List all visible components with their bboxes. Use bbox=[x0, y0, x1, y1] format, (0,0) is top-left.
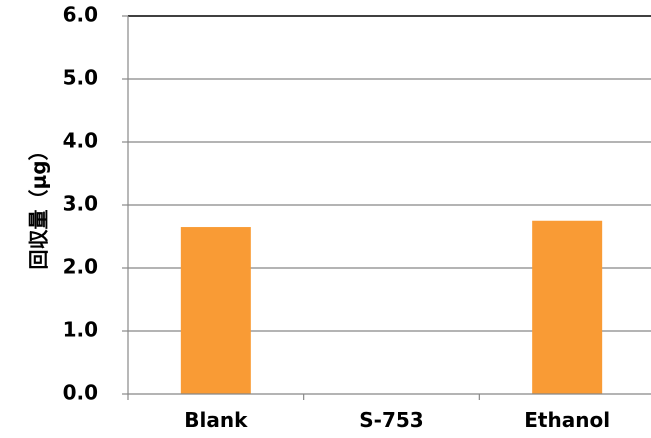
y-tick-labels: 0.0 1.0 2.0 3.0 4.0 5.0 6.0 bbox=[63, 3, 98, 405]
x-tick-label: Blank bbox=[184, 408, 248, 432]
x-tick-labels: Blank S-753 Ethanol bbox=[184, 408, 610, 432]
y-tick-label: 2.0 bbox=[63, 255, 98, 279]
y-tick-label: 4.0 bbox=[63, 129, 98, 153]
bar-blank bbox=[180, 227, 251, 394]
y-tick-label: 5.0 bbox=[63, 66, 98, 90]
y-tick-label: 6.0 bbox=[63, 3, 98, 27]
y-tick-label: 1.0 bbox=[63, 318, 98, 342]
x-tick-label: Ethanol bbox=[524, 408, 610, 432]
x-tick-label: S-753 bbox=[359, 408, 423, 432]
axes bbox=[122, 15, 651, 400]
y-tick-label: 0.0 bbox=[63, 381, 98, 405]
y-axis-label: 回収量（μg） bbox=[27, 140, 51, 269]
bar-ethanol bbox=[532, 220, 603, 394]
bars bbox=[180, 220, 603, 394]
y-tick-label: 3.0 bbox=[63, 192, 98, 216]
